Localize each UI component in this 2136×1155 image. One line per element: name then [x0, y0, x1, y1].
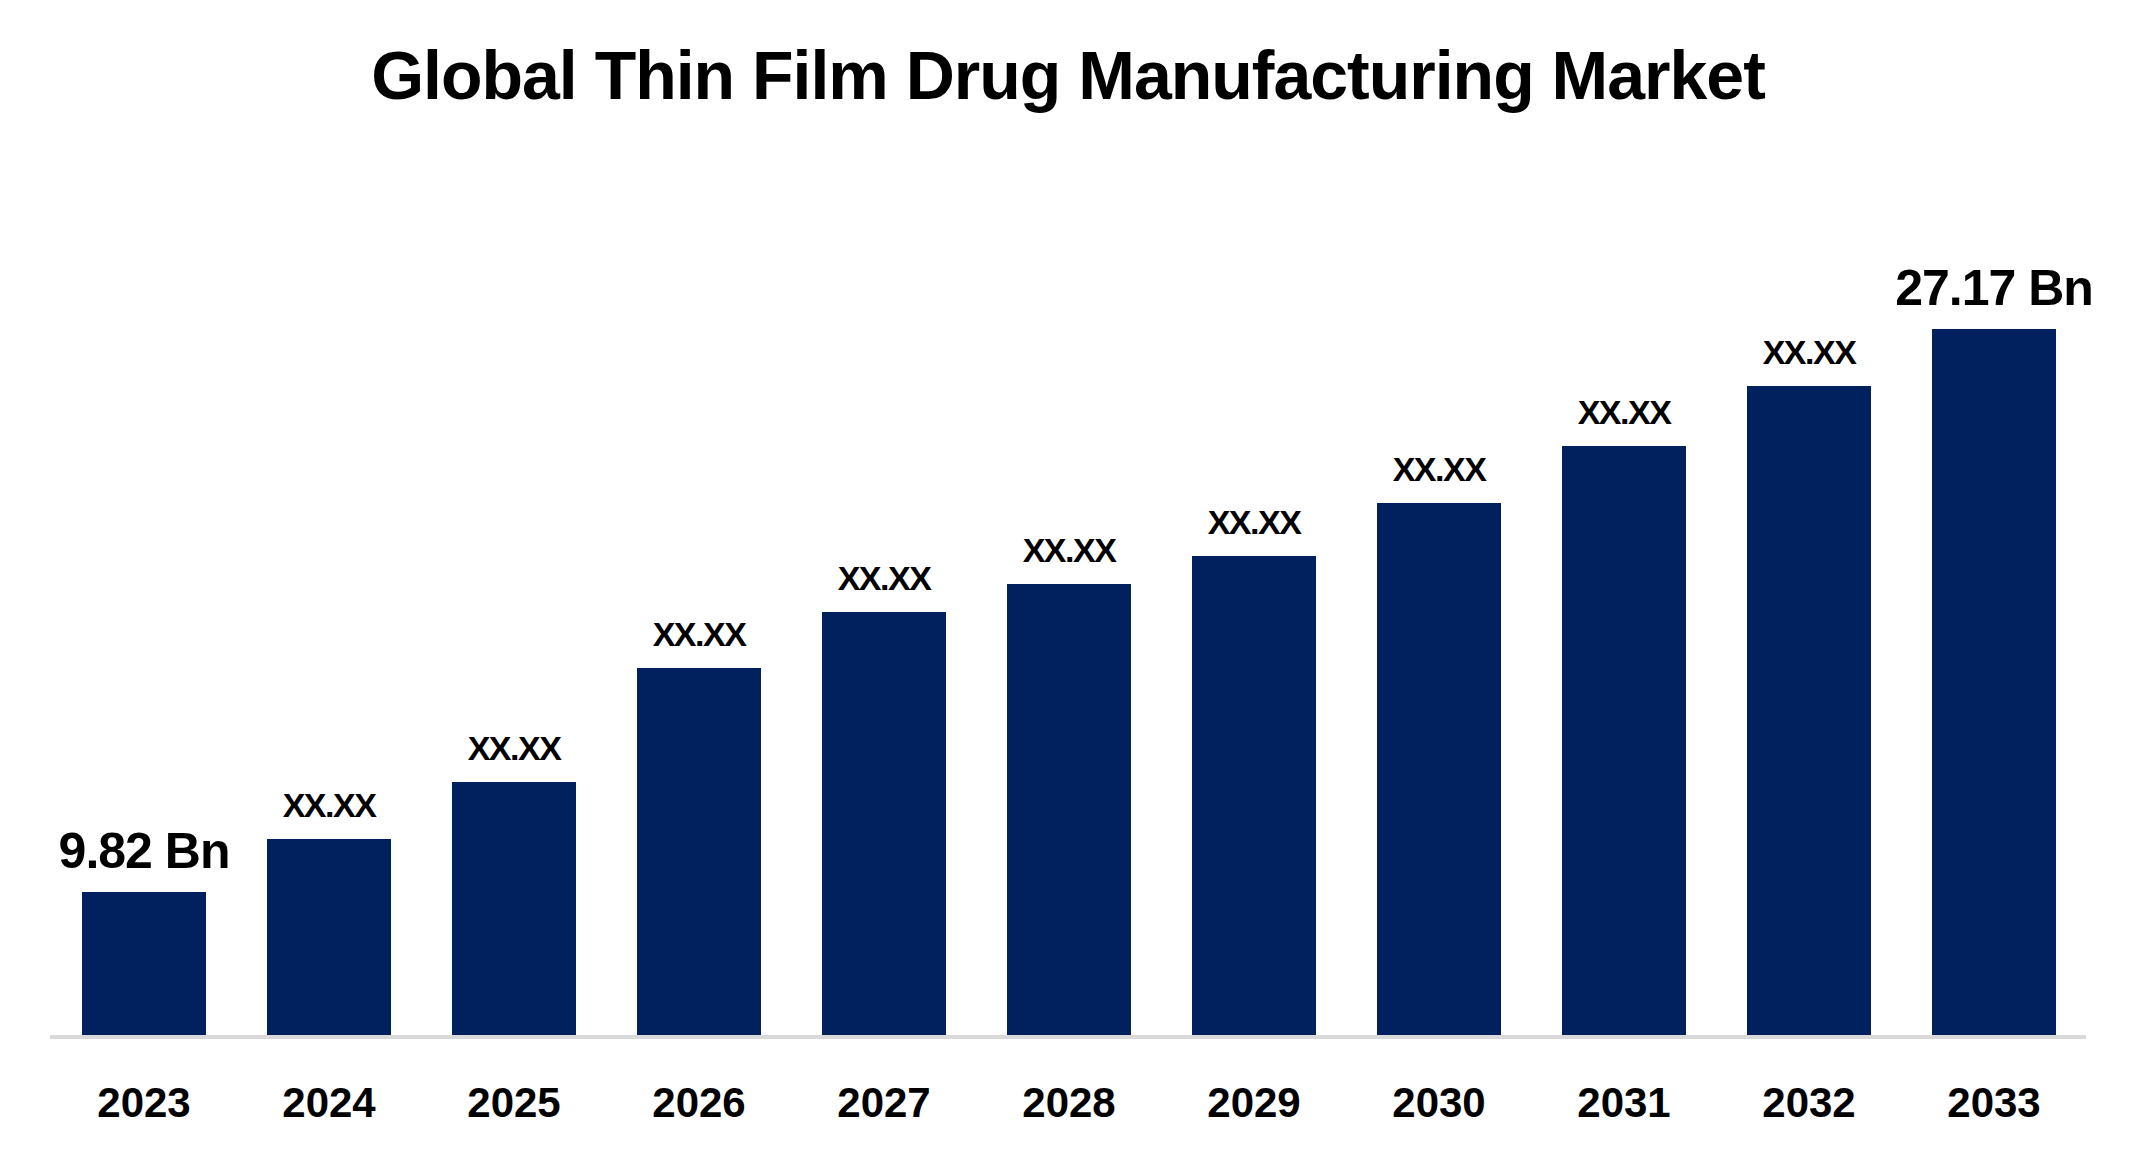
- bar: [452, 782, 576, 1035]
- x-tick-label: 2032: [1762, 1079, 1855, 1127]
- x-tick-label: 2028: [1022, 1079, 1115, 1127]
- bar: [1007, 584, 1131, 1035]
- bar: [1932, 329, 2056, 1035]
- bar-column: XX.XX2028: [1007, 0, 1131, 1035]
- bar: [267, 839, 391, 1035]
- bar-value-label: XX.XX: [283, 786, 376, 825]
- bar-value-label: XX.XX: [1393, 450, 1486, 489]
- bar: [1562, 446, 1686, 1035]
- x-tick-label: 2029: [1207, 1079, 1300, 1127]
- plot-area: 9.82 Bn2023XX.XX2024XX.XX2025XX.XX2026XX…: [50, 0, 2086, 1039]
- bar: [637, 668, 761, 1035]
- bar: [1377, 503, 1501, 1035]
- bar-column: 27.17 Bn2033: [1932, 0, 2056, 1035]
- bar-value-label: XX.XX: [1578, 393, 1671, 432]
- bar-value-label: XX.XX: [653, 615, 746, 654]
- x-tick-label: 2030: [1392, 1079, 1485, 1127]
- bar-column: XX.XX2027: [822, 0, 946, 1035]
- bar-value-label: 27.17 Bn: [1895, 259, 2093, 317]
- x-tick-label: 2027: [837, 1079, 930, 1127]
- x-tick-label: 2024: [282, 1079, 375, 1127]
- x-tick-label: 2023: [97, 1079, 190, 1127]
- bar-column: XX.XX2031: [1562, 0, 1686, 1035]
- bar-value-label: XX.XX: [1023, 531, 1116, 570]
- x-tick-label: 2026: [652, 1079, 745, 1127]
- bar-column: XX.XX2029: [1192, 0, 1316, 1035]
- bar-value-label: 9.82 Bn: [59, 822, 230, 880]
- bar: [82, 892, 206, 1035]
- x-tick-label: 2031: [1577, 1079, 1670, 1127]
- bar-column: 9.82 Bn2023: [82, 0, 206, 1035]
- bar-value-label: XX.XX: [468, 729, 561, 768]
- bar-column: XX.XX2030: [1377, 0, 1501, 1035]
- bar-column: XX.XX2032: [1747, 0, 1871, 1035]
- bar: [1747, 386, 1871, 1035]
- bar-value-label: XX.XX: [1763, 333, 1856, 372]
- bar-column: XX.XX2025: [452, 0, 576, 1035]
- bar: [822, 612, 946, 1035]
- x-tick-label: 2025: [467, 1079, 560, 1127]
- bar-column: XX.XX2024: [267, 0, 391, 1035]
- bar-column: XX.XX2026: [637, 0, 761, 1035]
- x-tick-label: 2033: [1947, 1079, 2040, 1127]
- bar-value-label: XX.XX: [1208, 503, 1301, 542]
- bar-value-label: XX.XX: [838, 559, 931, 598]
- bar: [1192, 556, 1316, 1035]
